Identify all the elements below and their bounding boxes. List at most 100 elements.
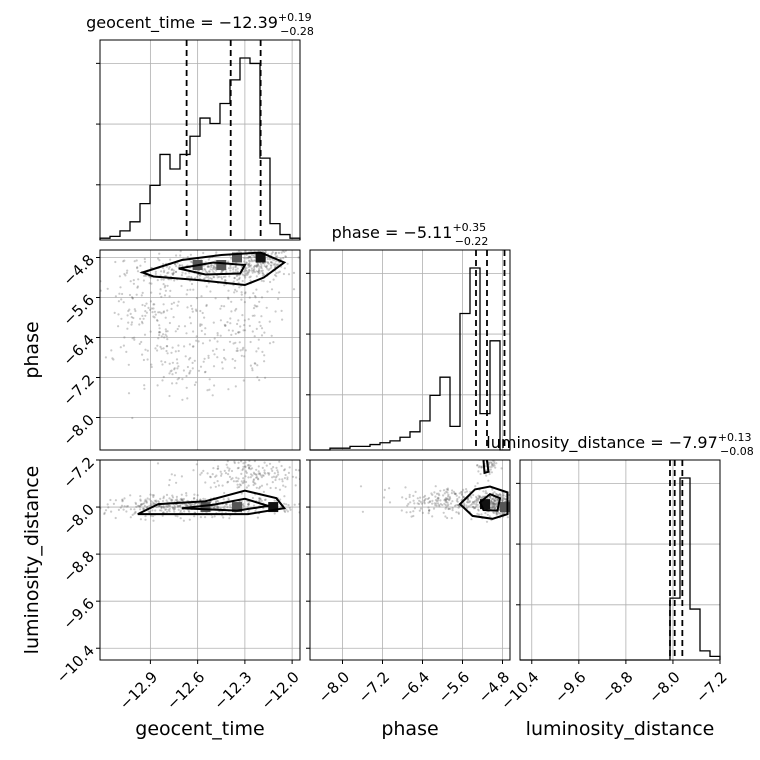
sample-point bbox=[247, 270, 250, 273]
sample-point bbox=[222, 348, 226, 351]
sample-point bbox=[277, 251, 281, 254]
sample-point bbox=[143, 274, 146, 277]
sample-point bbox=[240, 354, 243, 357]
sample-point bbox=[190, 261, 193, 264]
sample-point bbox=[166, 505, 169, 508]
sample-point bbox=[280, 309, 283, 312]
sample-point bbox=[246, 464, 249, 467]
sample-point bbox=[410, 515, 413, 518]
sample-point bbox=[113, 311, 116, 314]
sample-point bbox=[146, 358, 149, 361]
y-tick-label: −7.2 bbox=[60, 371, 98, 409]
sample-point bbox=[274, 253, 277, 256]
sample-point bbox=[245, 486, 248, 489]
sample-point bbox=[311, 490, 313, 492]
sample-point bbox=[183, 345, 186, 348]
sample-point bbox=[499, 512, 502, 515]
sample-point bbox=[180, 499, 184, 502]
sample-point bbox=[167, 508, 170, 511]
sample-point bbox=[270, 261, 273, 264]
sample-point bbox=[490, 501, 493, 504]
sample-point bbox=[251, 271, 254, 274]
sample-point bbox=[254, 510, 257, 513]
sample-point bbox=[252, 471, 255, 474]
sample-point bbox=[247, 510, 250, 513]
sample-point bbox=[234, 266, 237, 269]
sample-point bbox=[160, 509, 163, 512]
hist-frame-phase bbox=[309, 249, 511, 451]
sample-point bbox=[423, 494, 427, 497]
sample-point bbox=[209, 476, 212, 479]
sample-point bbox=[439, 499, 442, 502]
sample-point bbox=[328, 499, 330, 501]
sample-point bbox=[442, 494, 445, 497]
sample-point bbox=[226, 481, 229, 484]
sample-point bbox=[427, 511, 430, 515]
sample-point bbox=[220, 304, 223, 308]
sample-point bbox=[185, 494, 188, 497]
sample-point bbox=[269, 244, 271, 246]
sample-point bbox=[240, 293, 243, 296]
sample-point bbox=[477, 509, 480, 512]
sample-point bbox=[504, 498, 507, 501]
sample-point bbox=[179, 254, 182, 257]
sample-point bbox=[216, 334, 219, 337]
sample-point bbox=[136, 285, 139, 288]
sample-point bbox=[283, 502, 286, 505]
sample-point bbox=[515, 503, 517, 505]
sample-point bbox=[214, 505, 217, 508]
sample-point bbox=[493, 491, 496, 494]
sample-point bbox=[413, 502, 416, 505]
sample-point bbox=[183, 503, 186, 506]
sample-point bbox=[188, 316, 191, 319]
sample-point bbox=[496, 513, 499, 516]
sample-point bbox=[186, 256, 189, 259]
sample-point bbox=[160, 506, 163, 509]
sample-point bbox=[258, 487, 261, 490]
sample-point bbox=[206, 265, 209, 268]
sample-point bbox=[228, 467, 231, 470]
sample-point bbox=[457, 512, 460, 515]
sample-point bbox=[147, 306, 150, 309]
sample-point bbox=[454, 492, 457, 495]
sample-point bbox=[185, 293, 188, 296]
sample-point bbox=[179, 511, 182, 514]
sample-point bbox=[216, 505, 219, 509]
sample-point bbox=[173, 510, 176, 513]
sample-point bbox=[444, 500, 447, 503]
panel-frame-phase-luminosity_distance bbox=[309, 459, 511, 661]
sample-point bbox=[278, 460, 281, 463]
sample-point bbox=[152, 307, 155, 310]
sample-point bbox=[251, 314, 254, 317]
sample-point bbox=[219, 507, 222, 510]
sample-point bbox=[161, 266, 165, 269]
sample-point bbox=[220, 270, 223, 273]
sample-point bbox=[186, 504, 189, 507]
sample-point bbox=[230, 469, 234, 473]
sample-point bbox=[416, 497, 419, 500]
sample-point bbox=[158, 334, 161, 337]
histogram-geocent_time bbox=[99, 57, 301, 240]
sample-point bbox=[243, 257, 246, 260]
sample-point bbox=[230, 257, 233, 260]
sample-point bbox=[200, 471, 203, 474]
sample-point bbox=[328, 510, 330, 512]
sample-point bbox=[502, 512, 506, 515]
sample-point bbox=[484, 492, 487, 495]
sample-point bbox=[139, 495, 142, 498]
sample-point bbox=[215, 474, 218, 477]
sample-point bbox=[235, 476, 238, 479]
sample-point bbox=[491, 502, 494, 505]
sample-point bbox=[271, 251, 274, 254]
sample-point bbox=[106, 287, 109, 290]
sample-point bbox=[268, 472, 271, 475]
sample-point bbox=[262, 474, 265, 477]
sample-point bbox=[197, 269, 200, 273]
sample-point bbox=[249, 250, 252, 253]
sample-point bbox=[168, 504, 171, 507]
sample-point bbox=[204, 481, 207, 484]
sample-point bbox=[109, 498, 112, 502]
sample-point bbox=[253, 259, 256, 262]
sample-point bbox=[422, 496, 425, 499]
